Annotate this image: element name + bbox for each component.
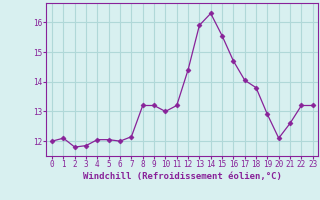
X-axis label: Windchill (Refroidissement éolien,°C): Windchill (Refroidissement éolien,°C)	[83, 172, 282, 181]
